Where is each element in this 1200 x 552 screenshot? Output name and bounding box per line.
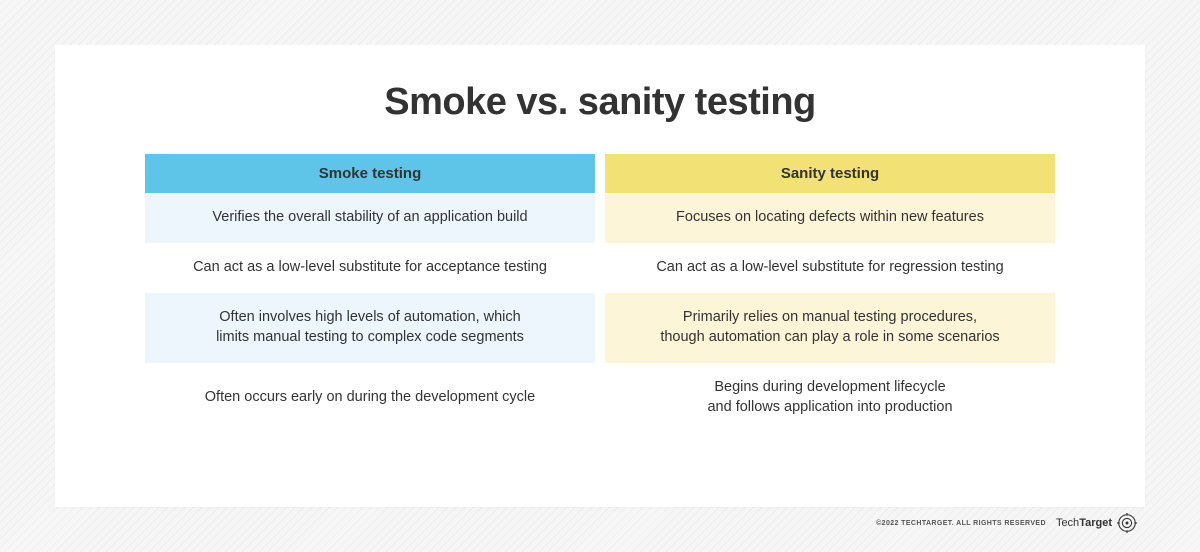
- table-row: Verifies the overall stability of an app…: [145, 193, 595, 243]
- comparison-card: Smoke vs. sanity testing Smoke testing V…: [55, 45, 1145, 507]
- footer: ©2022 TECHTARGET. ALL RIGHTS RESERVED Te…: [876, 512, 1138, 534]
- table-row: Can act as a low-level substitute for re…: [605, 243, 1055, 293]
- column-header-sanity: Sanity testing: [605, 154, 1055, 193]
- table-row: Can act as a low-level substitute for ac…: [145, 243, 595, 293]
- target-icon: [1116, 512, 1138, 534]
- table-row: Often involves high levels of automation…: [145, 293, 595, 363]
- table-row: Begins during development lifecycleand f…: [605, 363, 1055, 433]
- column-smoke: Smoke testing Verifies the overall stabi…: [145, 154, 595, 433]
- brand-logo-text: TechTarget: [1056, 517, 1112, 529]
- table-row: Often occurs early on during the develop…: [145, 363, 595, 433]
- column-header-smoke: Smoke testing: [145, 154, 595, 193]
- page-title: Smoke vs. sanity testing: [145, 81, 1055, 124]
- comparison-table: Smoke testing Verifies the overall stabi…: [145, 154, 1055, 433]
- table-row: Focuses on locating defects within new f…: [605, 193, 1055, 243]
- column-sanity: Sanity testing Focuses on locating defec…: [605, 154, 1055, 433]
- table-row: Primarily relies on manual testing proce…: [605, 293, 1055, 363]
- brand-logo: TechTarget: [1056, 512, 1138, 534]
- copyright-text: ©2022 TECHTARGET. ALL RIGHTS RESERVED: [876, 520, 1046, 527]
